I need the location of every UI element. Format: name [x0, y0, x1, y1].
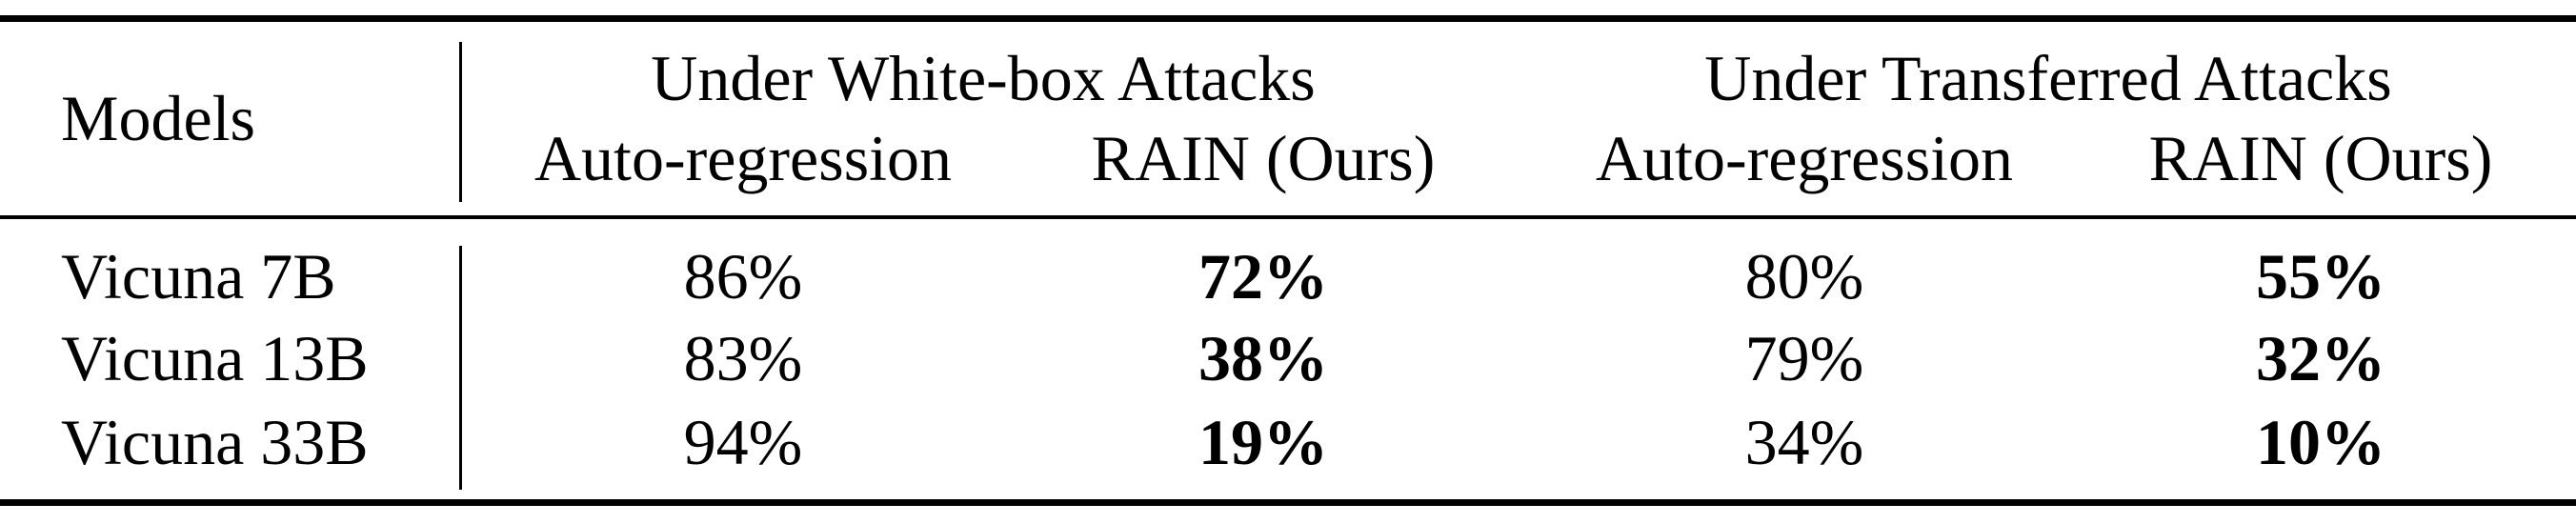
header-group-white-box: Under White-box Attacks — [651, 42, 1316, 114]
row-1-wb-rain: 72% — [1198, 240, 1328, 312]
row-2-wb-auto: 83% — [683, 322, 803, 394]
header-wb-auto-regression: Auto-regression — [533, 122, 953, 194]
row-3-tr-rain: 10% — [2256, 406, 2385, 478]
row-1-wb-auto: 86% — [683, 240, 803, 312]
header-tr-auto-regression: Auto-regression — [1595, 122, 2014, 194]
header-tr-rain: RAIN (Ours) — [2148, 122, 2493, 194]
header-column-separator — [459, 42, 462, 202]
row-3-wb-rain: 19% — [1198, 406, 1328, 478]
header-group-transferred: Under Transferred Attacks — [1704, 42, 2392, 114]
header-wb-rain: RAIN (Ours) — [1091, 122, 1436, 194]
row-1-model: Vicuna 7B — [61, 240, 336, 312]
body-column-separator — [459, 246, 462, 490]
row-2-wb-rain: 38% — [1198, 322, 1328, 394]
header-rule — [0, 215, 2576, 219]
row-1-tr-rain: 55% — [2256, 240, 2385, 312]
bottom-rule — [0, 499, 2576, 506]
row-2-model: Vicuna 13B — [61, 322, 369, 394]
header-models: Models — [61, 82, 255, 154]
row-3-model: Vicuna 33B — [61, 406, 369, 478]
row-1-tr-auto: 80% — [1744, 240, 1864, 312]
row-2-tr-auto: 79% — [1744, 322, 1864, 394]
row-2-tr-rain: 32% — [2256, 322, 2385, 394]
row-3-wb-auto: 94% — [683, 406, 803, 478]
top-rule — [0, 15, 2576, 22]
row-3-tr-auto: 34% — [1744, 406, 1864, 478]
